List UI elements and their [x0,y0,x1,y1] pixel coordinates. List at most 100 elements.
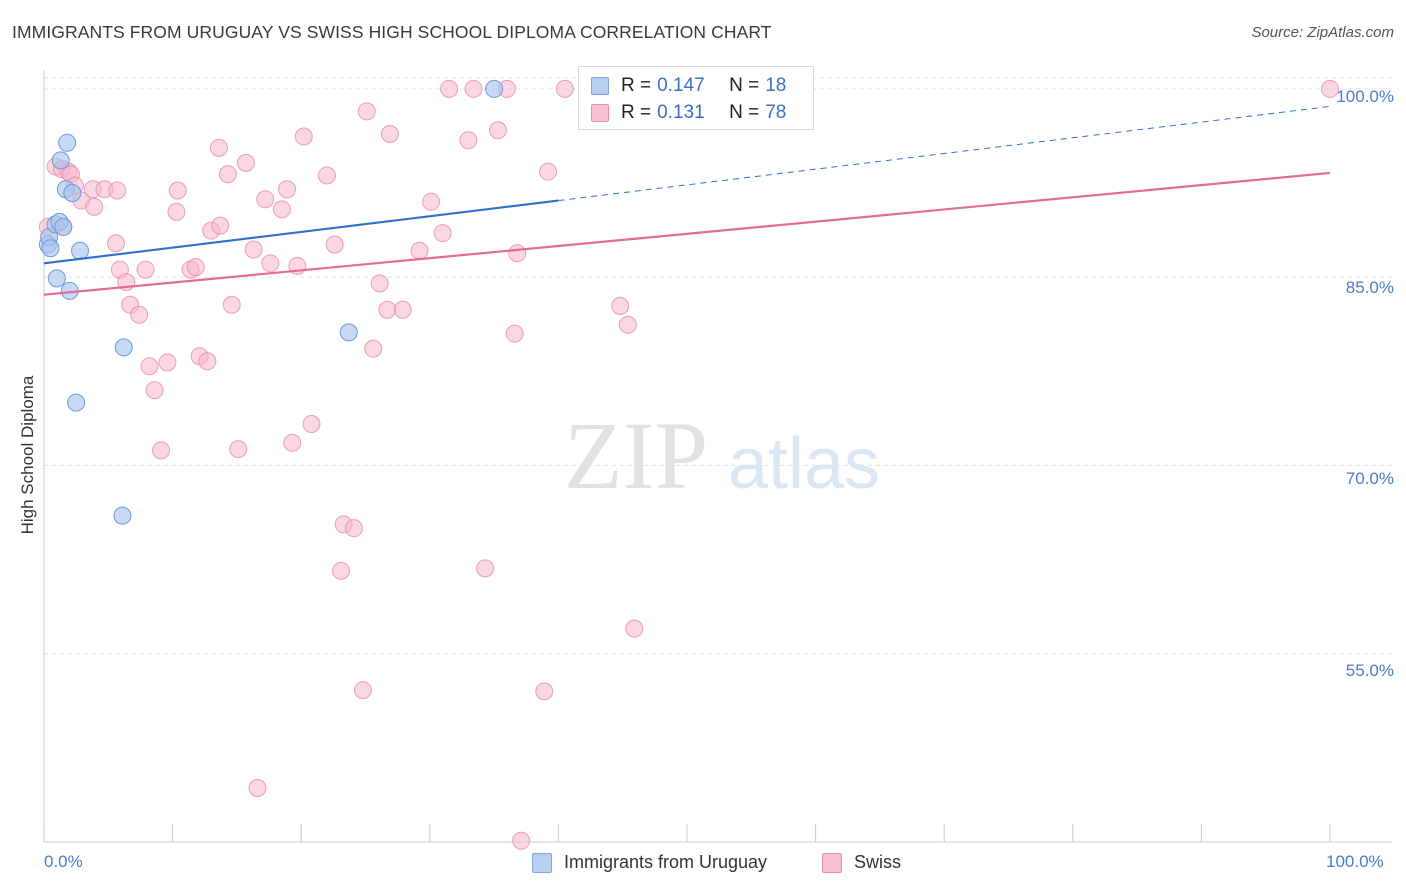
swiss-point [130,305,149,324]
swiss-point [261,254,280,273]
swiss-point [218,165,237,184]
swiss-trend-line [43,171,1331,296]
swiss-legend-label: Swiss [854,852,902,872]
swiss-point [136,260,155,279]
swiss-point [378,300,397,319]
x-tick-label-max: 100.0% [1326,852,1384,871]
n-label: N = [729,102,760,123]
swiss-point [283,433,302,452]
uruguay-n-value: 18 [765,75,787,96]
uruguay-point [114,338,133,357]
swiss-point [625,619,644,638]
swiss-point [209,138,228,157]
swiss-point [107,234,126,253]
swiss-point [167,202,186,221]
r-label: R = [621,75,652,96]
swiss-point [357,102,376,121]
axes [43,70,1392,843]
swiss-point [393,300,412,319]
uruguay-trend-extension [558,105,1331,202]
uruguay-r-value: 0.147 [657,75,705,96]
swiss-point [168,181,187,200]
uruguay-point [113,506,132,525]
swiss-point [198,352,217,371]
source-label: Source: ZipAtlas.com [1251,24,1394,41]
swiss-point [410,241,429,260]
swiss-point [145,381,164,400]
swiss-point [464,79,483,98]
uruguay-trend-line [43,199,559,265]
swiss-point [332,561,351,580]
swiss-point [325,235,344,254]
x-tick-label-min: 0.0% [44,852,83,871]
swiss-point [158,353,177,372]
series-legend: Immigrants from Uruguay Swiss [0,852,1406,878]
swiss-point [535,682,554,701]
swiss-swatch [591,104,609,122]
swiss-point [317,166,336,185]
uruguay-point [47,269,66,288]
uruguay-points [38,79,504,525]
swiss-point [256,190,275,209]
swiss-point [1321,79,1339,98]
swiss-point [248,779,267,798]
watermark-zip: ZIP [564,402,708,509]
uruguay-legend-swatch [532,852,552,873]
trend-lines [43,105,1331,296]
swiss-point [476,559,495,578]
r-label: R = [621,102,652,123]
swiss-point [344,519,363,538]
chart-title: IMMIGRANTS FROM URUGUAY VS SWISS HIGH SC… [12,22,772,42]
swiss-point [459,131,478,150]
swiss-point [140,357,159,376]
swiss-point [508,244,527,263]
swiss-point [211,216,230,235]
swiss-point [278,180,297,199]
swiss-point [222,295,241,314]
swiss-point [539,162,558,181]
swiss-point [236,153,255,172]
swiss-point [505,324,524,343]
uruguay-point [58,133,77,152]
uruguay-swatch [591,77,609,95]
swiss-legend-swatch [822,852,842,873]
swiss-point [85,197,104,216]
swiss-point [512,831,531,850]
swiss-point [229,440,248,459]
swiss-point [186,258,205,277]
swiss-r-value: 0.131 [657,102,705,123]
swiss-point [611,296,630,315]
swiss-point [370,274,389,293]
legend-row-uruguay: R = 0.147 N = 18 [591,74,786,98]
y-tick-label-70: 70.0% [1345,469,1394,488]
correlation-legend: R = 0.147 N = 18 R = 0.131 N = 78 [578,66,814,130]
swiss-point [244,240,263,259]
legend-item-uruguay[interactable]: Immigrants from Uruguay [532,852,767,873]
y-tick-label-100: 100.0% [1336,87,1394,106]
swiss-point [302,414,321,433]
swiss-point [422,192,441,211]
swiss-point [555,79,574,98]
swiss-point [353,681,372,700]
uruguay-point [485,79,504,98]
swiss-point [108,181,127,200]
watermark-atlas: atlas [728,424,880,504]
swiss-point [294,127,313,146]
uruguay-point [339,323,358,342]
swiss-point [380,125,399,144]
swiss-point [488,121,507,140]
legend-item-swiss[interactable]: Swiss [822,852,901,873]
swiss-point [440,79,459,98]
uruguay-point [63,184,82,203]
swiss-point [152,441,171,460]
swiss-point [618,315,637,334]
n-label: N = [729,75,760,96]
uruguay-point [71,241,90,260]
swiss-point [433,224,452,243]
uruguay-point [67,393,86,412]
swiss-point [272,200,291,219]
swiss-point [364,339,383,358]
uruguay-legend-label: Immigrants from Uruguay [564,852,768,872]
uruguay-point [41,239,60,258]
